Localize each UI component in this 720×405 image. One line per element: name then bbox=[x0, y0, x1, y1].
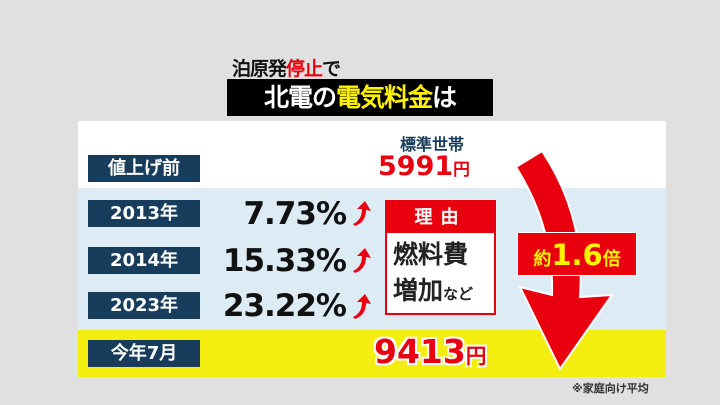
row-label-2014: 2014年 bbox=[88, 247, 200, 274]
reason-line2: 増加など bbox=[393, 273, 494, 312]
price-current-value: 9413 bbox=[374, 332, 466, 371]
subtitle-text: 泊原発 bbox=[232, 58, 287, 80]
row-label-before: 値上げ前 bbox=[88, 155, 200, 182]
price-before-value: 5991 bbox=[378, 151, 454, 182]
up-arrow-icon bbox=[353, 294, 371, 319]
row-label-2023: 2023年 bbox=[88, 292, 200, 319]
increase-2023: 23.22% bbox=[222, 288, 347, 324]
reason-box: 理由 燃料費 増加など bbox=[385, 200, 496, 315]
increase-2014: 15.33% bbox=[222, 243, 347, 279]
subtitle: 泊原発停止で bbox=[232, 54, 341, 81]
footnote: ※家庭向け平均 bbox=[572, 382, 649, 395]
reason-line2-main: 増加 bbox=[393, 276, 444, 305]
price-before: 5991円 bbox=[378, 151, 470, 182]
reason-line1: 燃料費 bbox=[393, 240, 469, 269]
title-end: は bbox=[432, 83, 457, 112]
up-arrow-icon bbox=[353, 248, 371, 273]
price-current: 9413円 bbox=[374, 332, 486, 371]
badge-prefix: 約 bbox=[533, 249, 552, 270]
row-label-2013: 2013年 bbox=[88, 200, 200, 227]
badge-suffix: 倍 bbox=[602, 249, 621, 270]
reason-body: 燃料費 増加など bbox=[387, 233, 494, 312]
yen-unit: 円 bbox=[453, 159, 470, 179]
row-label-current: 今年7月 bbox=[88, 340, 200, 367]
ratio-badge: 約1.6倍 bbox=[517, 232, 637, 276]
subtitle-highlight: 停止 bbox=[286, 58, 323, 80]
comparison-panel: 標準世帯 値上げ前 5991円 2013年 7.73% 2014年 15.33%… bbox=[78, 121, 666, 377]
increase-2013: 7.73% bbox=[243, 196, 347, 232]
subtitle-end: で bbox=[322, 58, 341, 80]
reason-line2-small: など bbox=[443, 285, 474, 303]
reason-heading: 理由 bbox=[387, 202, 494, 233]
up-arrow-icon bbox=[353, 201, 371, 226]
badge-value: 1.6 bbox=[551, 238, 603, 272]
title-highlight: 電気料金 bbox=[335, 83, 433, 112]
title-text: 北電の bbox=[263, 83, 337, 112]
column-header: 標準世帯 bbox=[400, 135, 465, 154]
page-title: 北電の電気料金は bbox=[227, 79, 493, 116]
yen-unit: 円 bbox=[465, 344, 487, 368]
